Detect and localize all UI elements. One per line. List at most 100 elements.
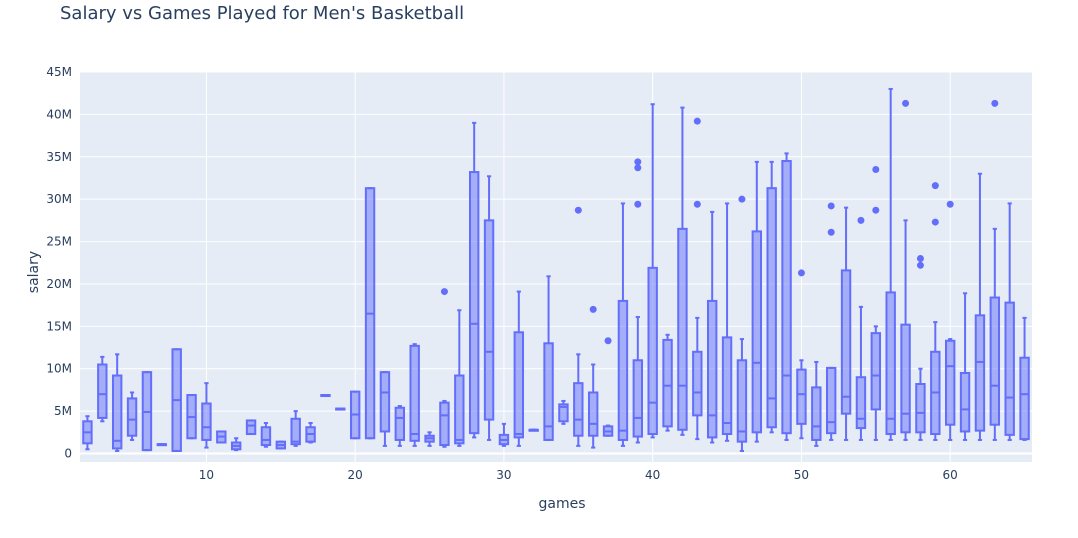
box-iqr <box>1019 356 1030 441</box>
box-game-23[interactable] <box>394 405 406 447</box>
box-iqr <box>915 383 926 434</box>
box-game-31[interactable] <box>513 290 525 447</box>
box-game-38[interactable] <box>617 202 629 447</box>
outlier-point[interactable] <box>693 117 701 125</box>
outlier-point[interactable] <box>872 206 880 214</box>
outlier-point[interactable] <box>991 99 999 107</box>
box-game-58[interactable] <box>915 255 926 441</box>
box-game-16[interactable] <box>290 410 301 447</box>
outlier-point[interactable] <box>872 166 880 173</box>
outlier-point[interactable] <box>738 195 746 203</box>
box-iqr <box>379 371 391 433</box>
box-game-22[interactable] <box>379 371 391 447</box>
box-game-13[interactable] <box>245 419 257 436</box>
box-game-27[interactable] <box>454 309 465 447</box>
box-game-20[interactable] <box>349 390 361 440</box>
box-game-5[interactable] <box>126 391 138 441</box>
box-game-55[interactable] <box>870 166 882 441</box>
box-game-21[interactable] <box>364 187 376 440</box>
outlier-point[interactable] <box>634 200 642 208</box>
outlier-point[interactable] <box>589 305 597 313</box>
box-game-17[interactable] <box>305 422 316 444</box>
outlier-point[interactable] <box>902 99 910 107</box>
box-game-43[interactable] <box>692 117 703 441</box>
box-iqr <box>394 406 406 441</box>
box-game-9[interactable] <box>186 394 197 440</box>
box-iqr <box>468 171 480 435</box>
box-game-19[interactable] <box>335 407 346 411</box>
box-game-33[interactable] <box>543 275 554 441</box>
outlier-point[interactable] <box>931 218 939 226</box>
box-game-37[interactable] <box>602 337 614 437</box>
box-game-65[interactable] <box>1019 316 1030 441</box>
box-game-29[interactable] <box>483 175 495 441</box>
outlier-point[interactable] <box>827 228 835 236</box>
box-game-25[interactable] <box>424 431 435 447</box>
box-iqr <box>111 374 123 450</box>
outlier-point[interactable] <box>604 337 612 345</box>
box-iqr <box>692 350 703 417</box>
box-game-11[interactable] <box>216 430 227 444</box>
box-game-34[interactable] <box>558 399 569 425</box>
box-game-49[interactable] <box>781 152 792 441</box>
outlier-point[interactable] <box>634 164 642 172</box>
box-game-41[interactable] <box>662 333 673 432</box>
box-game-46[interactable] <box>736 195 748 452</box>
outlier-point[interactable] <box>916 255 924 263</box>
box-game-2[interactable] <box>82 415 93 451</box>
box-game-57[interactable] <box>900 99 911 441</box>
outlier-point[interactable] <box>827 202 835 210</box>
box-game-42[interactable] <box>677 106 688 436</box>
outlier-point[interactable] <box>574 206 582 214</box>
y-tick-label: 15M <box>46 319 72 333</box>
box-game-7[interactable] <box>156 443 168 447</box>
box-game-48[interactable] <box>766 160 777 434</box>
outlier-point[interactable] <box>946 200 954 208</box>
x-tick-label: 10 <box>199 468 214 482</box>
box-game-24[interactable] <box>409 343 420 447</box>
box-game-36[interactable] <box>587 305 599 449</box>
box-game-60[interactable] <box>944 200 956 441</box>
box-iqr <box>855 376 867 430</box>
outlier-point[interactable] <box>797 269 805 277</box>
outlier-point[interactable] <box>634 158 642 166</box>
box-game-56[interactable] <box>885 87 896 441</box>
box-game-14[interactable] <box>260 422 272 448</box>
box-game-54[interactable] <box>855 216 867 441</box>
outlier-point[interactable] <box>916 261 924 269</box>
box-game-47[interactable] <box>751 160 763 443</box>
box-game-62[interactable] <box>974 172 986 441</box>
box-game-26[interactable] <box>439 288 450 448</box>
box-game-63[interactable] <box>989 99 1001 441</box>
box-game-6[interactable] <box>141 371 153 452</box>
box-game-52[interactable] <box>825 202 837 441</box>
box-game-44[interactable] <box>706 210 718 444</box>
outlier-point[interactable] <box>931 182 939 190</box>
box-game-40[interactable] <box>647 103 658 439</box>
box-game-50[interactable] <box>796 269 807 440</box>
box-game-64[interactable] <box>1004 202 1015 441</box>
box-game-45[interactable] <box>721 202 733 442</box>
outlier-point[interactable] <box>693 200 701 208</box>
box-game-32[interactable] <box>528 428 539 432</box>
y-tick-label: 10M <box>46 362 72 376</box>
box-game-4[interactable] <box>111 353 123 452</box>
box-game-53[interactable] <box>840 206 852 441</box>
box-game-12[interactable] <box>230 437 242 452</box>
box-iqr <box>647 266 658 436</box>
box-game-39[interactable] <box>632 158 644 444</box>
box-game-3[interactable] <box>97 355 108 423</box>
box-game-51[interactable] <box>811 360 822 447</box>
box-game-28[interactable] <box>468 121 480 439</box>
box-game-18[interactable] <box>320 394 331 398</box>
box-game-61[interactable] <box>959 292 971 441</box>
box-game-30[interactable] <box>498 422 510 447</box>
outlier-point[interactable] <box>857 216 865 224</box>
box-game-8[interactable] <box>171 348 182 452</box>
outlier-point[interactable] <box>440 288 448 296</box>
box-game-59[interactable] <box>930 182 941 441</box>
box-game-35[interactable] <box>573 206 584 447</box>
box-game-10[interactable] <box>201 382 212 449</box>
box-game-15[interactable] <box>275 440 287 450</box>
